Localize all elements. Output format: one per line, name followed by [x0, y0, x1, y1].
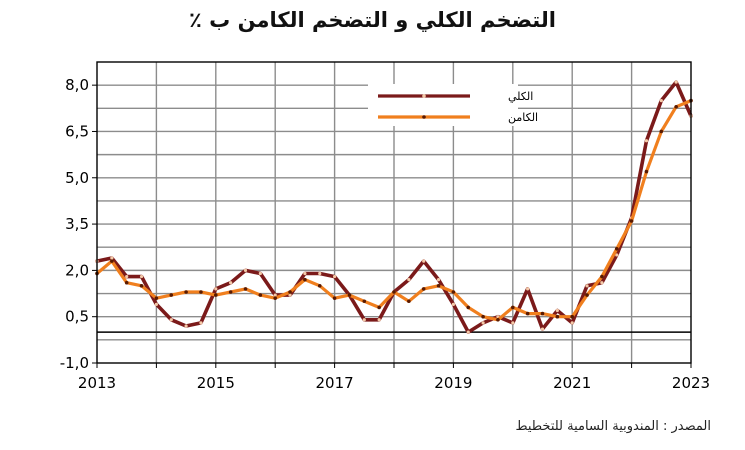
axis-layer: -1,0 0,5 2,0 3,5 5,0 6,5 8,0 2013 2015 2017 2019 20…	[60, 61, 710, 392]
series-1-point	[214, 287, 218, 291]
series-1-point	[451, 302, 455, 306]
series-1-point	[110, 256, 114, 260]
series-2-point	[407, 299, 411, 304]
series-1-point	[288, 293, 292, 297]
series-2-point	[481, 314, 485, 319]
series-2-point	[436, 284, 441, 288]
series-2-point	[214, 293, 218, 297]
series-1-point	[229, 281, 233, 285]
series-1-point	[555, 308, 559, 313]
legend-marker-2	[422, 115, 426, 119]
legend-box	[368, 84, 518, 126]
series-2-point	[184, 290, 188, 294]
y-tick-label: 0,5	[65, 308, 89, 326]
series-1-point	[407, 278, 411, 282]
series-2-point	[288, 290, 292, 294]
series-1-point	[585, 284, 589, 288]
legend-label-2: الكامن	[508, 111, 538, 124]
series-1-point	[511, 321, 515, 325]
series-2-point	[421, 287, 426, 291]
series-2-point	[243, 287, 248, 291]
series-2-point	[511, 305, 515, 310]
series-2-point	[614, 246, 619, 251]
x-tick-label: 2015	[197, 374, 235, 392]
series-1-point	[184, 324, 188, 328]
series-1-point	[615, 253, 619, 257]
legend-label-1: الكلي	[508, 90, 533, 103]
series-2-point	[585, 293, 589, 297]
series-1-point	[466, 330, 470, 334]
series-2-point	[362, 299, 367, 304]
series-1-point	[362, 318, 366, 322]
series-2-point	[659, 129, 664, 134]
series-2-point	[525, 311, 530, 316]
series-1-point	[125, 274, 129, 279]
series-2-point	[555, 314, 560, 319]
series-1-point	[139, 274, 144, 279]
series-1-point	[318, 271, 322, 276]
series-1-point	[600, 281, 604, 285]
x-tick-label: 2021	[553, 374, 591, 392]
series-2-point	[110, 259, 114, 263]
series-2-point	[273, 296, 278, 300]
series-1-point	[481, 321, 485, 325]
y-tick-label: 6,5	[65, 122, 89, 140]
series-2-point	[570, 314, 574, 319]
series-1-point	[570, 321, 574, 325]
series-1-point	[258, 271, 262, 276]
series-2-point	[332, 296, 337, 300]
source-note: المصدر : المندوبية السامية للتخطيط	[515, 419, 712, 434]
y-tick-label: 8,0	[65, 76, 89, 94]
series-1-point	[303, 271, 307, 276]
legend-marker-1	[422, 94, 426, 98]
x-tick-label: 2013	[78, 374, 116, 392]
series-1-point	[333, 274, 337, 279]
series-1-point	[273, 293, 277, 297]
y-tick-label: 3,5	[65, 215, 89, 233]
series-1-point	[243, 268, 248, 272]
series-1-point	[526, 287, 530, 291]
legend: الكلي الكامن	[368, 84, 538, 126]
chart-title: التضخم الكلي و التضخم الكامن ب ٪	[189, 8, 556, 32]
series-layer	[95, 80, 693, 334]
series-2-point	[629, 219, 634, 223]
series-2-point	[199, 290, 203, 294]
series-1-point	[422, 259, 426, 263]
series-2-point	[124, 280, 129, 285]
series-1-point	[540, 327, 545, 331]
series-2-point	[228, 290, 233, 294]
series-1-point	[644, 139, 649, 143]
y-tick-label: -1,0	[60, 354, 89, 372]
series-2-point	[154, 296, 159, 300]
series-2-point	[600, 274, 604, 279]
series-2-point	[139, 284, 144, 288]
series-2-point	[644, 169, 649, 174]
series-2-point	[317, 284, 322, 288]
x-tick-label: 2019	[434, 374, 472, 392]
series-1-point	[169, 318, 173, 322]
x-tick-label: 2017	[316, 374, 354, 392]
series-2-point	[540, 311, 545, 316]
series-1-point	[199, 321, 203, 325]
series-2-point	[674, 104, 678, 109]
series-2-point	[347, 293, 352, 297]
series-1-point	[377, 318, 381, 322]
series-2-point	[258, 293, 263, 297]
series-2-point	[451, 290, 456, 294]
series-1-point	[674, 80, 678, 84]
y-tick-label: 5,0	[65, 169, 89, 187]
grid-layer	[97, 62, 691, 363]
series-1-point	[436, 278, 441, 282]
series-2-point	[466, 305, 471, 310]
series-1-point	[154, 302, 158, 306]
series-2-point	[169, 293, 174, 297]
series-2-point	[303, 277, 307, 282]
series-2-point	[377, 305, 381, 310]
x-tick-label: 2023	[672, 374, 710, 392]
series-2-point	[392, 290, 396, 294]
y-tick-label: 2,0	[65, 261, 89, 279]
series-1-point	[659, 98, 663, 103]
series-2-point	[496, 317, 500, 322]
